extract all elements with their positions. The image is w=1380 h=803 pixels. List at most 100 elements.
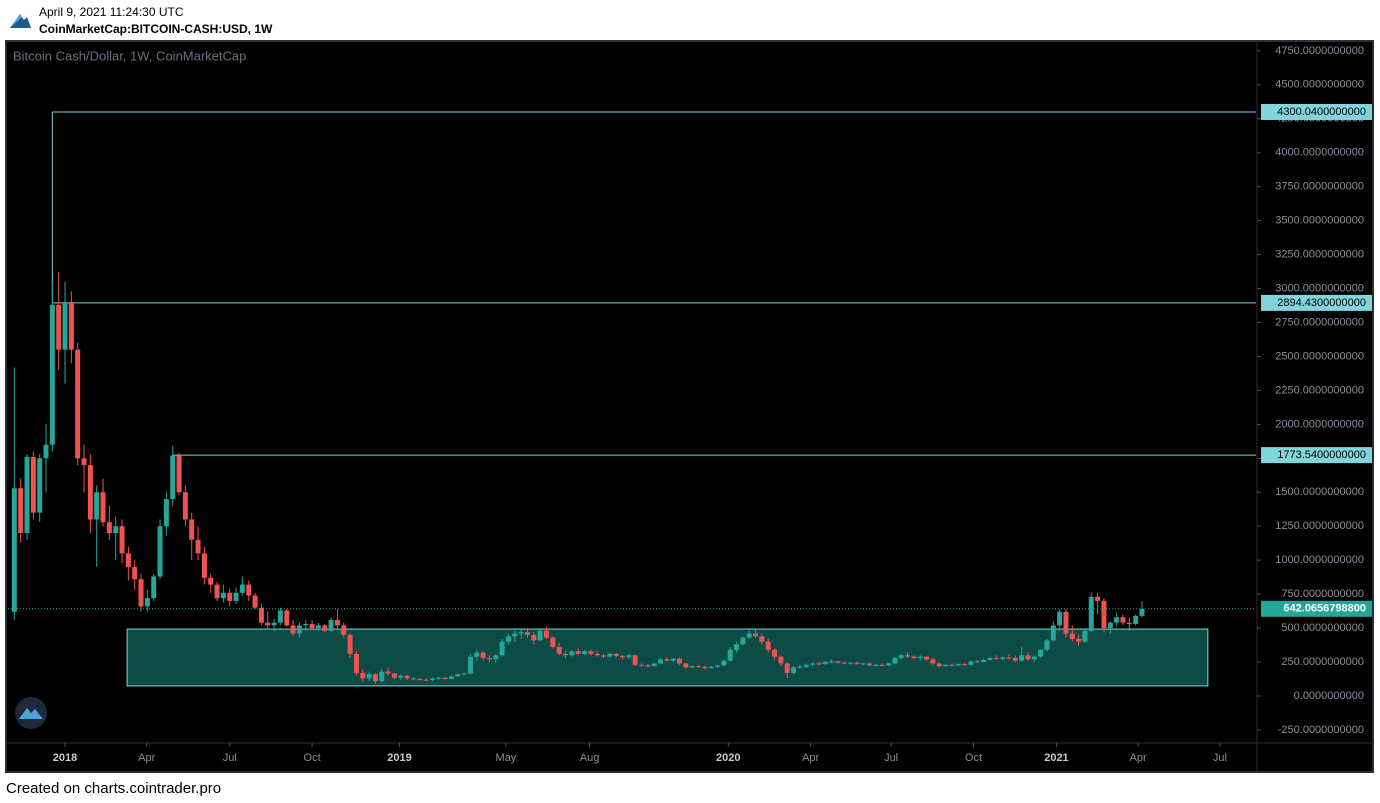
candle-body [68, 302, 74, 350]
x-tick-label: Apr [802, 752, 819, 764]
candle-body [366, 674, 372, 679]
candle-body [176, 455, 182, 493]
candle-body [1101, 600, 1107, 629]
candle-body [493, 655, 499, 660]
candle-body [835, 661, 841, 663]
candle-body [404, 675, 410, 679]
candle-body [518, 632, 524, 634]
candle-body [195, 539, 201, 554]
candle-body [886, 663, 892, 666]
candle-body [100, 492, 106, 523]
candle-body [24, 456, 30, 534]
candle-body [791, 667, 797, 673]
candle-body [683, 663, 689, 668]
candle-body [670, 658, 676, 661]
candle-body [1076, 638, 1082, 642]
candle-body [442, 677, 448, 680]
candle-body [588, 651, 594, 654]
candle-body [645, 665, 651, 667]
candle-body [170, 455, 176, 500]
candle-body [486, 657, 492, 660]
candle-body [334, 619, 340, 626]
candle-body [689, 666, 695, 668]
candle-body [841, 662, 847, 664]
candle-body [784, 663, 790, 673]
candle-body [575, 651, 581, 654]
candle-body [1012, 657, 1018, 661]
candle-body [1044, 640, 1050, 650]
candle-body [524, 632, 530, 635]
candle-body [379, 671, 385, 682]
candle-body [696, 666, 702, 668]
candle-body [1069, 633, 1075, 639]
candle-body [1038, 649, 1044, 657]
watermark-logo [15, 697, 47, 729]
y-tick-label: 3000.0000000000 [1275, 282, 1364, 294]
candle-body [37, 458, 43, 513]
y-tick-label: 2000.0000000000 [1275, 418, 1364, 430]
candle-body [341, 625, 347, 635]
candle-body [1000, 657, 1006, 659]
candle-body [87, 465, 93, 520]
candle-body [258, 607, 264, 623]
candle-body [658, 659, 664, 664]
candle-body [607, 653, 613, 657]
candle-body [49, 304, 55, 445]
candle-body [860, 663, 866, 665]
candle-body [1050, 625, 1056, 641]
candle-body [854, 662, 860, 665]
logo [9, 9, 31, 29]
candle-body [829, 661, 835, 663]
candle-body [905, 655, 911, 657]
candle-body [423, 679, 429, 681]
candle-body [252, 595, 258, 608]
candle-body [372, 674, 378, 682]
support-zone [126, 628, 1209, 687]
y-tick-label: 4000.0000000000 [1275, 147, 1364, 159]
symbol: CoinMarketCap:BITCOIN-CASH:USD, 1W [39, 22, 273, 36]
candle-body [309, 624, 315, 629]
candle-body [708, 666, 714, 669]
x-tick-label: May [496, 752, 517, 764]
x-tick-label: 2018 [53, 752, 77, 764]
candle-body [151, 576, 157, 599]
candle-body [531, 634, 537, 641]
candle-body [322, 625, 328, 631]
y-tick-label: 3250.0000000000 [1275, 249, 1364, 261]
y-tick-label: 250.0000000000 [1281, 656, 1364, 668]
candle-body [1031, 656, 1037, 660]
y-tick-label: 1500.0000000000 [1275, 486, 1364, 498]
y-tick-label: 2750.0000000000 [1275, 316, 1364, 328]
candle-body [56, 304, 62, 350]
candle-body [746, 633, 752, 638]
candle-body [753, 633, 759, 637]
candle-body [157, 526, 163, 577]
candle-body [810, 663, 816, 665]
y-tick-label: 1250.0000000000 [1275, 520, 1364, 532]
x-tick-label: 2020 [716, 752, 740, 764]
candle-body [715, 665, 721, 667]
candle-body [138, 579, 144, 607]
level-label: 2894.4300000000 [1277, 297, 1366, 309]
candle-body [619, 655, 625, 658]
candle-body [182, 492, 188, 520]
candle-body [163, 499, 169, 527]
candle-body [360, 672, 366, 679]
level-label: 1773.5400000000 [1277, 449, 1366, 461]
candle-body [461, 673, 467, 675]
candle-body [797, 666, 803, 668]
candle-body [1095, 596, 1101, 601]
candle-body [993, 657, 999, 659]
candle-body [448, 676, 454, 680]
candle-body [543, 630, 549, 638]
x-tick-label: Oct [965, 752, 982, 764]
candle-body [1063, 611, 1069, 634]
candle-body [328, 619, 334, 631]
candle-body [917, 656, 923, 658]
candle-body [848, 662, 854, 664]
candle-body [106, 522, 112, 534]
candle-body [936, 663, 942, 667]
y-tick-label: 3500.0000000000 [1275, 215, 1364, 227]
level-label: 4300.0400000000 [1277, 106, 1366, 118]
candle-body [1082, 630, 1088, 642]
